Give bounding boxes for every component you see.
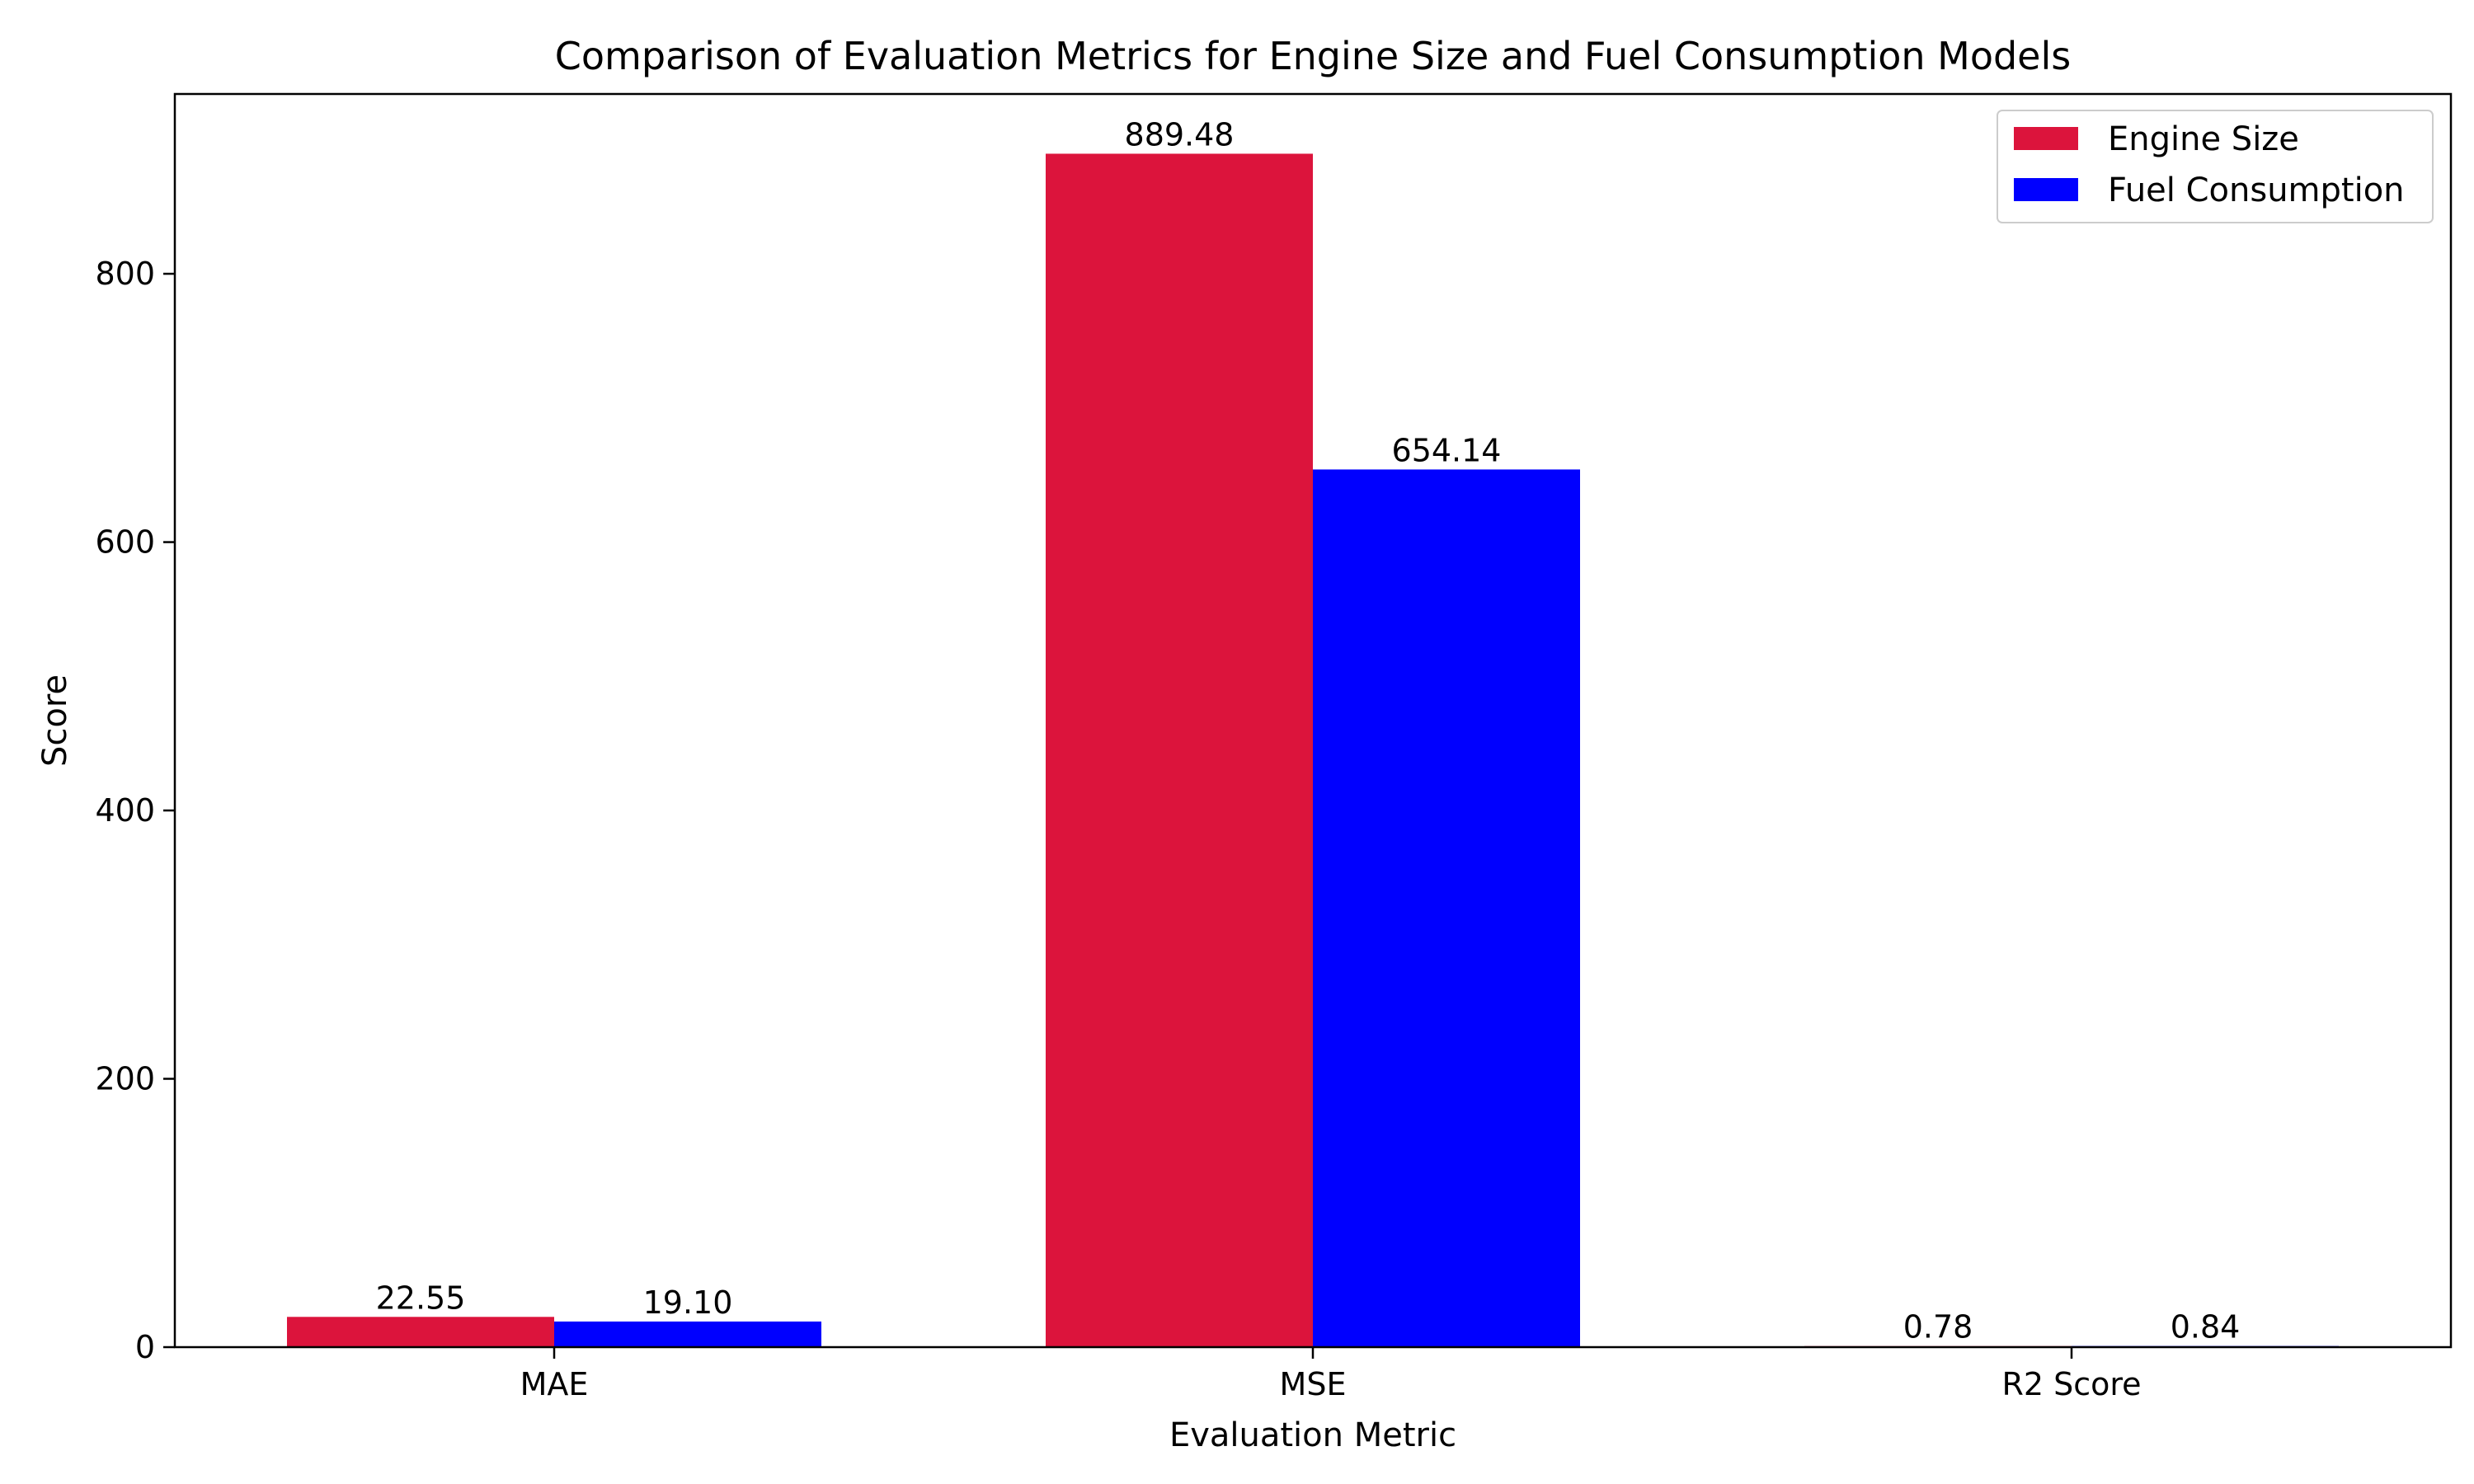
y-tick-label-600: 600	[95, 524, 155, 561]
bar-engine-size-mae	[287, 1317, 554, 1347]
x-tick-label-mse: MSE	[1280, 1366, 1347, 1402]
bar-engine-size-mse	[1046, 153, 1313, 1347]
y-tick-label-800: 800	[95, 256, 155, 292]
legend-label-fuel-consumption: Fuel Consumption	[2108, 171, 2405, 209]
legend-swatch-engine-size	[2014, 127, 2078, 150]
legend-swatch-fuel-consumption	[2014, 178, 2078, 201]
data-label-fuel-consumption-r2-score: 0.84	[2171, 1309, 2241, 1345]
plot-area: 22.55 19.10 MAE 889.48 654.14 MSE 0.78 0.84 R2 S…	[95, 116, 2339, 1402]
legend-label-engine-size: Engine Size	[2108, 120, 2299, 158]
legend-frame	[1997, 110, 2434, 223]
x-axis-label: Evaluation Metric	[1169, 1416, 1456, 1454]
legend: Engine Size Fuel Consumption	[1997, 110, 2434, 223]
y-axis-label: Score	[36, 674, 74, 767]
chart-title: Comparison of Evaluation Metrics for Eng…	[555, 34, 2071, 78]
bar-fuel-consumption-mse	[1313, 469, 1580, 1347]
data-label-fuel-consumption-mae: 19.10	[643, 1284, 733, 1321]
y-tick-label-200: 200	[95, 1061, 155, 1097]
data-label-engine-size-mae: 22.55	[376, 1280, 466, 1316]
data-label-engine-size-mse: 889.48	[1125, 116, 1235, 153]
data-label-engine-size-r2-score: 0.78	[1903, 1309, 1973, 1345]
plot-frame	[173, 92, 2453, 1349]
bar-fuel-consumption-mae	[554, 1321, 821, 1347]
x-tick-label-r2-score: R2 Score	[2001, 1366, 2141, 1402]
x-tick-label-mae: MAE	[520, 1366, 589, 1402]
data-label-fuel-consumption-mse: 654.14	[1392, 432, 1502, 468]
y-tick-label-400: 400	[95, 792, 155, 829]
y-tick-label-0: 0	[135, 1329, 155, 1365]
